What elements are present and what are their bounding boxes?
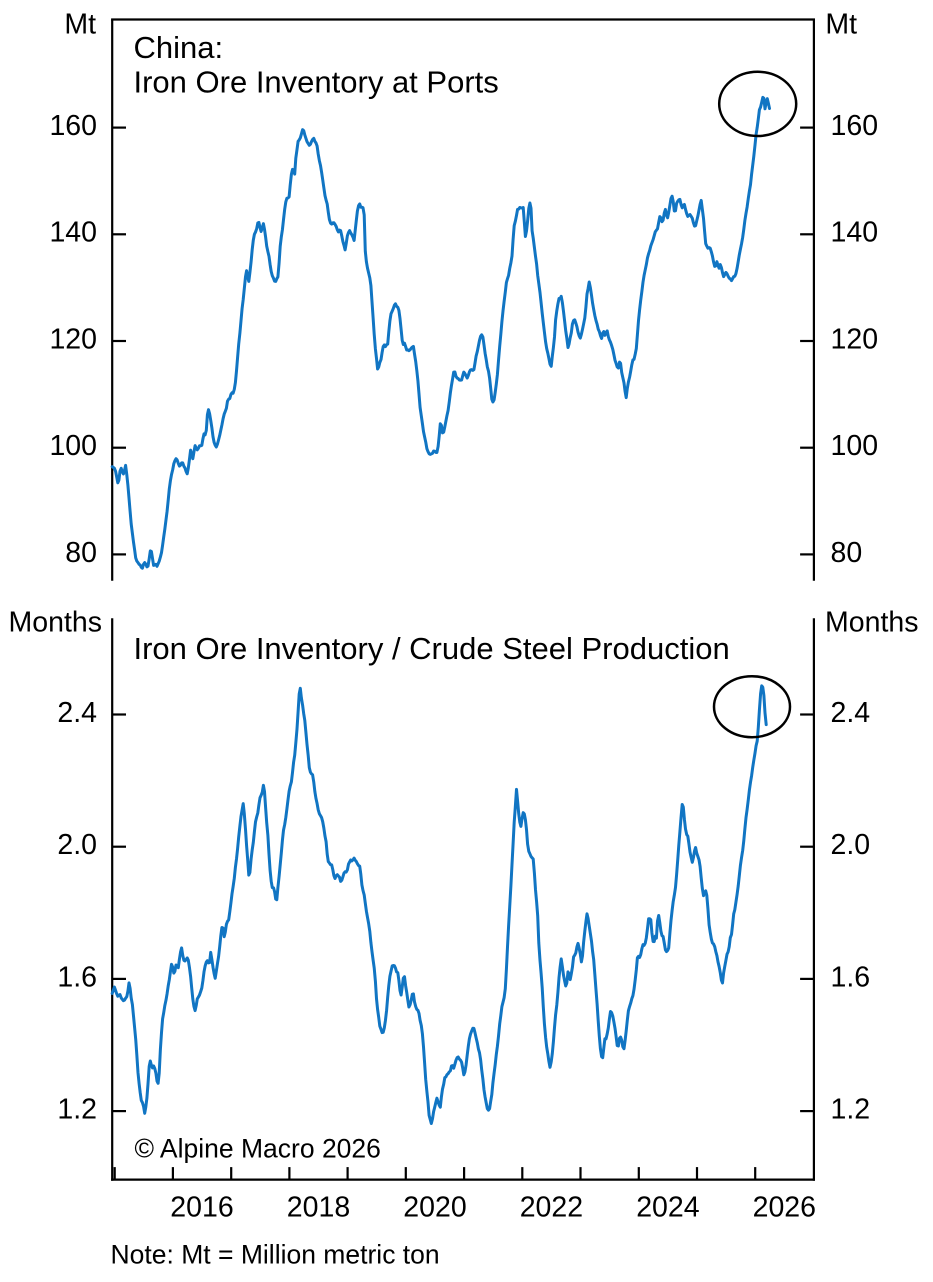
svg-text:100: 100 [831,430,879,462]
svg-text:2024: 2024 [636,1191,700,1223]
svg-text:120: 120 [831,323,879,355]
svg-text:80: 80 [65,537,97,569]
svg-text:2.0: 2.0 [57,829,97,861]
svg-text:Mt: Mt [825,8,857,40]
svg-text:100: 100 [49,430,97,462]
svg-text:2016: 2016 [170,1191,233,1223]
svg-text:1.2: 1.2 [831,1094,871,1126]
svg-text:140: 140 [49,217,97,249]
svg-text:2026: 2026 [753,1191,816,1223]
svg-text:2022: 2022 [520,1191,583,1223]
svg-text:1.2: 1.2 [57,1094,97,1126]
svg-text:© Alpine Macro 2026: © Alpine Macro 2026 [135,1133,381,1163]
svg-text:Mt: Mt [64,8,96,40]
svg-text:160: 160 [831,110,879,142]
svg-text:2.4: 2.4 [57,697,97,729]
svg-text:1.6: 1.6 [57,961,97,993]
svg-text:140: 140 [831,217,879,249]
svg-text:120: 120 [49,323,97,355]
svg-text:Months: Months [9,606,102,638]
svg-text:Iron Ore Inventory at Ports: Iron Ore Inventory at Ports [134,64,499,99]
svg-text:1.6: 1.6 [831,961,871,993]
svg-text:80: 80 [831,537,863,569]
svg-text:2020: 2020 [403,1191,466,1223]
svg-text:Iron Ore Inventory / Crude Ste: Iron Ore Inventory / Crude Steel Product… [134,631,730,666]
svg-text:160: 160 [49,110,97,142]
svg-text:Months: Months [825,606,918,638]
svg-text:Note: Mt = Million metric ton: Note: Mt = Million metric ton [111,1239,440,1269]
svg-text:China:: China: [134,30,224,65]
svg-text:2.0: 2.0 [831,829,871,861]
svg-text:2018: 2018 [287,1191,350,1223]
svg-text:2.4: 2.4 [831,697,871,729]
